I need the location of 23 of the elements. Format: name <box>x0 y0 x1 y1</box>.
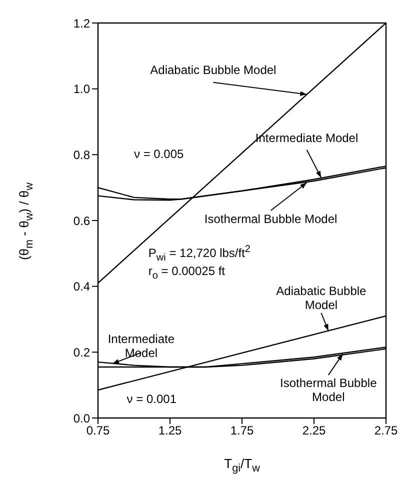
annotation: P$_{wi}$ = 12,720 lbs/ft$^{2}$ <box>148 244 252 264</box>
annotation: ν = 0.001 <box>126 392 178 406</box>
y-tick-label: 0.8 <box>73 148 90 162</box>
x-tick-label: 0.75 <box>86 424 110 438</box>
y-tick-label: 1.2 <box>73 16 90 30</box>
annotation: r$_{o}$ = 0.00025 ft <box>148 264 226 281</box>
y-tick-label: 0.0 <box>73 411 90 426</box>
x-tick-label: 1.25 <box>158 424 182 438</box>
y-tick-label: 0.2 <box>73 345 90 360</box>
y-tick-label: 0.4 <box>73 280 90 294</box>
annotation: Intermediate Model <box>254 130 360 145</box>
y-tick-label: 0.6 <box>73 214 90 228</box>
annotation: Intermediate Model <box>106 332 176 360</box>
x-tick-label: 1.75 <box>230 424 254 438</box>
x-tick-label: 2.25 <box>302 424 326 438</box>
annotation: Adiabatic Bubble Model <box>149 63 278 78</box>
y-tick-label: 1.0 <box>73 82 90 96</box>
annotation: Adiabatic Bubble Model <box>275 284 368 312</box>
annotation: Isothermal Bubble Model <box>203 212 338 226</box>
annotation: ν = 0.005 <box>134 146 185 161</box>
annotation: Isothermal Bubble Model <box>279 376 378 404</box>
x-tick-label: 2.75 <box>374 424 398 438</box>
x-axis-title: T$_{gi}$/T$_{w}$ <box>223 456 261 475</box>
